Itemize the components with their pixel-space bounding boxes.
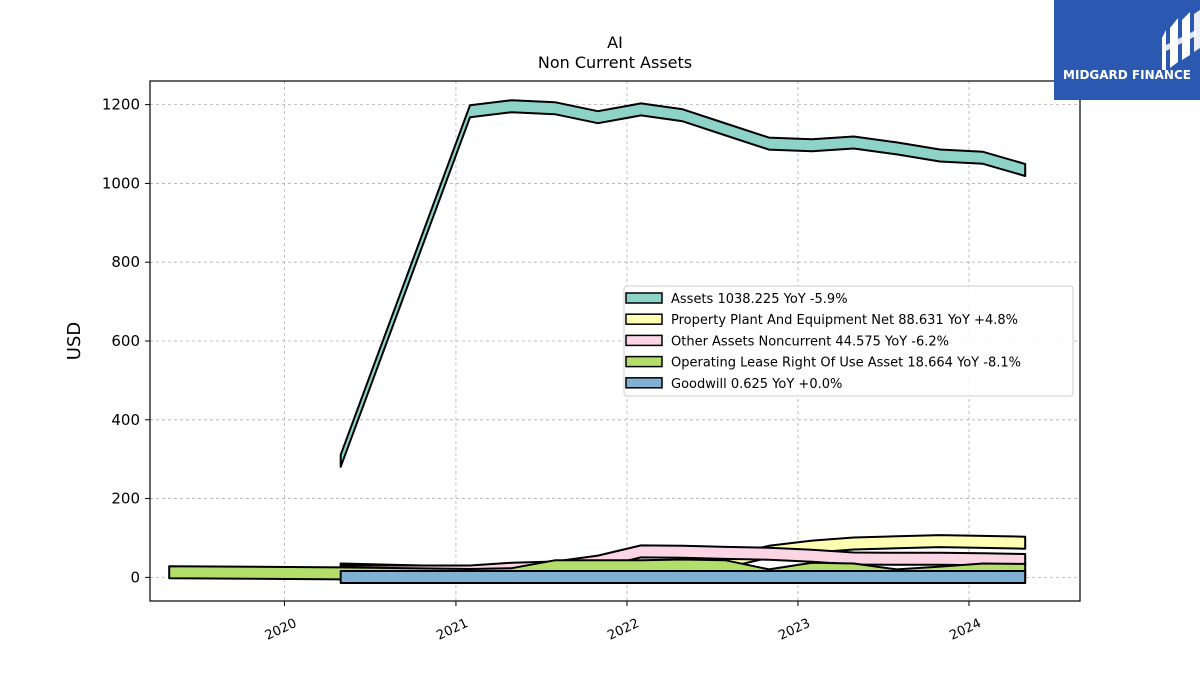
- legend-entry: Operating Lease Right Of Use Asset 18.66…: [671, 356, 1021, 371]
- legend-swatch: [625, 292, 663, 304]
- y-tick-label: 600: [111, 332, 140, 350]
- legend-entry: Assets 1038.225 YoY -5.9%: [671, 292, 848, 307]
- legend-entry: Other Assets Noncurrent 44.575 YoY -6.2%: [671, 334, 949, 349]
- legend-swatch: [625, 334, 663, 347]
- brand-logo-text: MIDGARD FINANCE: [1063, 68, 1191, 82]
- legend-swatch: [625, 355, 663, 368]
- y-tick-label: 800: [111, 253, 140, 271]
- chart-subtitle: Non Current Assets: [538, 53, 692, 72]
- series-layer: [168, 99, 1027, 584]
- chart-title: AI: [607, 33, 623, 52]
- y-tick-label: 1200: [102, 96, 140, 114]
- legend-entry: Goodwill 0.625 YoY +0.0%: [671, 377, 842, 392]
- y-tick-label: 400: [111, 411, 140, 429]
- legend-entry: Property Plant And Equipment Net 88.631 …: [671, 313, 1018, 328]
- brand-logo-icon: [1162, 10, 1200, 70]
- series-band-0: [339, 99, 1027, 468]
- legend-frame: [623, 285, 1074, 397]
- x-tick-label: 2024: [947, 616, 983, 644]
- legend-swatch: [625, 313, 663, 325]
- y-axis-label: USD: [64, 322, 85, 360]
- y-tick-label: 1000: [102, 174, 140, 192]
- x-tick-label: 2021: [434, 616, 470, 644]
- x-tick-label: 2022: [605, 616, 641, 644]
- series-band-4: [339, 570, 1027, 584]
- brand-logo: MIDGARD FINANCE: [1054, 0, 1200, 100]
- y-tick-label: 0: [130, 568, 140, 586]
- legend-swatch: [625, 377, 663, 389]
- legend: Assets 1038.225 YoY -5.9% Property Plant …: [623, 285, 1074, 397]
- x-tick-label: 2020: [263, 616, 299, 644]
- x-tick-label: 2023: [776, 616, 812, 644]
- y-tick-label: 200: [111, 490, 140, 508]
